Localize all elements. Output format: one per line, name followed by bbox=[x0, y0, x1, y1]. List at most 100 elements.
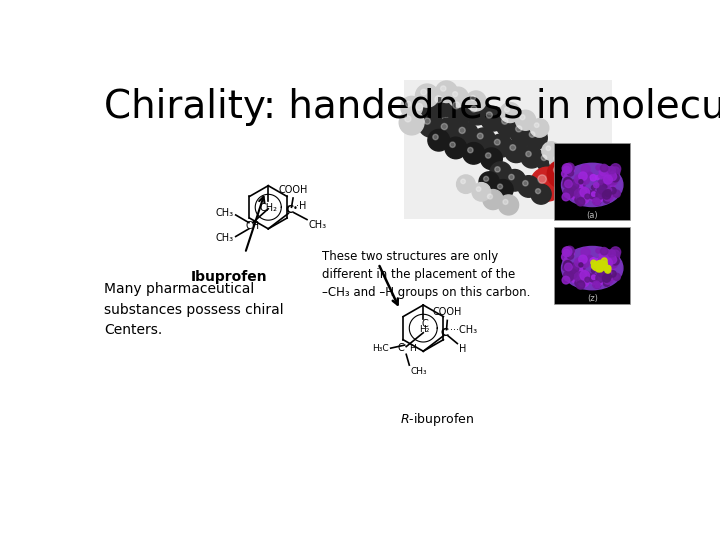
Circle shape bbox=[599, 166, 609, 176]
Circle shape bbox=[590, 258, 596, 264]
Circle shape bbox=[596, 190, 605, 199]
Circle shape bbox=[604, 190, 611, 197]
Circle shape bbox=[562, 253, 570, 261]
Circle shape bbox=[520, 114, 525, 120]
Circle shape bbox=[611, 184, 615, 188]
Circle shape bbox=[577, 280, 585, 288]
Ellipse shape bbox=[562, 246, 623, 289]
Circle shape bbox=[567, 170, 574, 176]
Circle shape bbox=[523, 180, 528, 186]
Text: ···CH₃: ···CH₃ bbox=[449, 326, 477, 335]
Circle shape bbox=[496, 112, 521, 137]
Circle shape bbox=[596, 165, 600, 170]
Circle shape bbox=[582, 188, 591, 198]
Circle shape bbox=[461, 179, 465, 184]
Circle shape bbox=[582, 272, 591, 281]
Circle shape bbox=[466, 91, 486, 111]
Circle shape bbox=[611, 164, 621, 174]
Circle shape bbox=[591, 268, 595, 273]
Circle shape bbox=[563, 271, 574, 281]
Circle shape bbox=[503, 199, 508, 205]
Circle shape bbox=[598, 268, 603, 272]
Circle shape bbox=[578, 264, 583, 269]
Circle shape bbox=[568, 263, 579, 274]
Text: These two structures are only
different in the placement of the
–CH₃ and –H grou: These two structures are only different … bbox=[323, 249, 531, 299]
Circle shape bbox=[448, 87, 468, 107]
Circle shape bbox=[579, 180, 583, 184]
Circle shape bbox=[516, 126, 522, 132]
Circle shape bbox=[536, 150, 558, 172]
Text: H₃C: H₃C bbox=[372, 343, 388, 353]
Circle shape bbox=[531, 184, 551, 204]
Circle shape bbox=[405, 116, 411, 122]
Circle shape bbox=[563, 188, 574, 198]
Circle shape bbox=[588, 255, 593, 261]
Circle shape bbox=[547, 160, 575, 188]
Circle shape bbox=[480, 148, 503, 170]
Circle shape bbox=[564, 263, 572, 271]
Circle shape bbox=[611, 174, 619, 182]
Circle shape bbox=[428, 90, 456, 117]
Circle shape bbox=[602, 261, 608, 266]
Circle shape bbox=[445, 137, 467, 159]
Circle shape bbox=[611, 247, 621, 257]
Circle shape bbox=[420, 89, 426, 95]
Circle shape bbox=[577, 176, 582, 182]
Circle shape bbox=[575, 197, 581, 203]
Circle shape bbox=[424, 118, 431, 124]
Circle shape bbox=[504, 170, 526, 191]
Circle shape bbox=[578, 181, 583, 186]
Circle shape bbox=[483, 190, 503, 210]
Text: C: C bbox=[441, 328, 449, 338]
Circle shape bbox=[490, 162, 512, 184]
Circle shape bbox=[601, 258, 607, 264]
Circle shape bbox=[590, 274, 600, 285]
Circle shape bbox=[575, 188, 585, 199]
Circle shape bbox=[589, 274, 597, 282]
Circle shape bbox=[536, 188, 541, 194]
Circle shape bbox=[405, 101, 411, 106]
Circle shape bbox=[591, 260, 596, 265]
Circle shape bbox=[564, 260, 570, 266]
Text: CH₃: CH₃ bbox=[215, 208, 233, 218]
Text: C: C bbox=[421, 319, 428, 329]
Circle shape bbox=[581, 248, 590, 256]
Circle shape bbox=[597, 280, 602, 285]
Circle shape bbox=[581, 165, 590, 173]
Circle shape bbox=[577, 187, 587, 195]
Circle shape bbox=[593, 281, 600, 288]
Circle shape bbox=[575, 258, 584, 267]
Circle shape bbox=[510, 120, 535, 145]
Circle shape bbox=[585, 277, 590, 282]
Circle shape bbox=[446, 96, 474, 123]
Circle shape bbox=[562, 193, 570, 201]
Circle shape bbox=[575, 280, 581, 286]
Circle shape bbox=[554, 156, 559, 160]
Circle shape bbox=[578, 264, 585, 271]
Circle shape bbox=[577, 198, 585, 206]
Circle shape bbox=[603, 176, 613, 184]
Circle shape bbox=[564, 180, 572, 187]
Circle shape bbox=[441, 124, 447, 130]
Circle shape bbox=[415, 103, 423, 110]
Circle shape bbox=[487, 194, 492, 199]
Circle shape bbox=[562, 276, 570, 284]
Text: Ibuprofen: Ibuprofen bbox=[192, 271, 268, 285]
Circle shape bbox=[568, 277, 572, 281]
Circle shape bbox=[436, 81, 457, 103]
Circle shape bbox=[505, 139, 528, 163]
Circle shape bbox=[450, 142, 455, 147]
Circle shape bbox=[607, 193, 613, 198]
Circle shape bbox=[526, 151, 531, 157]
Circle shape bbox=[500, 103, 520, 123]
Circle shape bbox=[471, 106, 477, 112]
Circle shape bbox=[614, 253, 620, 259]
Circle shape bbox=[572, 195, 576, 199]
Circle shape bbox=[611, 167, 619, 175]
Circle shape bbox=[581, 259, 590, 267]
Circle shape bbox=[542, 142, 560, 160]
Circle shape bbox=[564, 247, 575, 258]
Text: (z): (z) bbox=[587, 294, 598, 303]
FancyBboxPatch shape bbox=[554, 226, 630, 303]
Circle shape bbox=[599, 249, 609, 259]
